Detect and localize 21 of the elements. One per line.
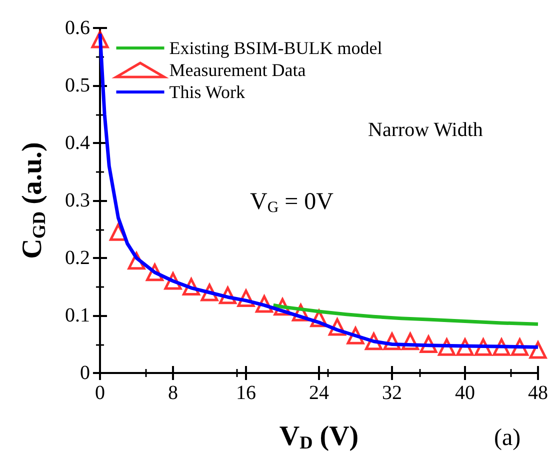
text: (a) — [494, 425, 521, 451]
x-tick-label: 16 — [236, 382, 256, 404]
x-tick-label: 0 — [95, 382, 105, 404]
annotation: Narrow Width — [368, 119, 483, 141]
x-tick-label: 40 — [455, 382, 475, 404]
x-tick-label: 48 — [528, 382, 548, 404]
y-tick-label: 0.6 — [65, 17, 90, 39]
x-tick-label: 24 — [309, 382, 329, 404]
legend-label: This Work — [169, 82, 245, 102]
y-tick-label: 0.5 — [65, 74, 90, 96]
point — [529, 341, 547, 359]
y-axis-title: CGD (a.u.) — [17, 142, 49, 259]
y-tick-label: 0.1 — [65, 304, 90, 326]
legend-label: Existing BSIM-BULK model — [169, 38, 382, 58]
y-tick-label: 0.3 — [65, 190, 90, 212]
y-tick-label: 0.2 — [65, 247, 90, 269]
y-tick-label: 0 — [80, 362, 90, 384]
x-tick-label: 8 — [168, 382, 178, 404]
y-tick-label: 0.4 — [65, 132, 90, 154]
legend-label: Measurement Data — [169, 60, 306, 80]
x-tick-label: 32 — [382, 382, 402, 404]
